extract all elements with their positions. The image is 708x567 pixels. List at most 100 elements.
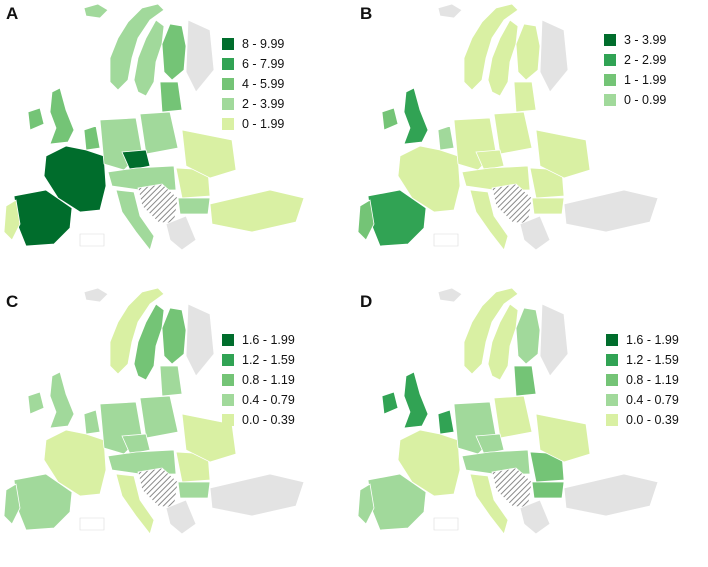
region-iceland: [437, 287, 463, 303]
region-norway: [463, 287, 519, 375]
region-ireland: [381, 107, 399, 131]
region-baltics: [159, 365, 183, 397]
region-ukraine: [535, 129, 591, 179]
legend-swatch: [604, 54, 616, 66]
legend-swatch: [604, 34, 616, 46]
legend-label: 8 - 9.99: [242, 37, 285, 51]
region-greece: [165, 499, 197, 535]
region-czech: [121, 433, 151, 455]
region-russia-ne: [185, 19, 215, 93]
region-iceland: [83, 287, 109, 303]
region-benelux: [437, 409, 455, 435]
region-bulgaria: [531, 481, 565, 499]
legend-label: 1.2 - 1.59: [626, 353, 679, 367]
legend-item: 0.0 - 0.39: [606, 410, 679, 430]
legend-swatch: [606, 354, 618, 366]
region-iberia: [367, 473, 427, 531]
panel-letter: D: [360, 292, 373, 311]
inset-frame: [433, 517, 459, 531]
region-benelux: [83, 409, 101, 435]
region-italy: [115, 189, 155, 251]
region-iberia: [13, 189, 73, 247]
region-baltics: [513, 81, 537, 113]
legend-label: 0.4 - 0.79: [242, 393, 295, 407]
region-greece: [165, 215, 197, 251]
legend-item: 2 - 2.99: [604, 50, 666, 70]
inset-frame: [433, 233, 459, 247]
region-poland: [493, 395, 533, 439]
region-france: [43, 145, 107, 213]
region-iceland: [437, 3, 463, 19]
region-france: [43, 429, 107, 497]
region-uk: [403, 371, 429, 429]
legend-swatch: [222, 414, 234, 426]
legend: 8 - 9.99 6 - 7.99 4 - 5.99 2 - 3.99 0 - 1.99: [222, 34, 284, 134]
legend-swatch: [606, 334, 618, 346]
region-norway: [109, 3, 165, 91]
panel-letter: C: [6, 292, 19, 311]
legend-swatch: [222, 354, 234, 366]
legend-label: 2 - 2.99: [624, 53, 667, 67]
region-portugal: [3, 199, 21, 241]
legend-item: 0 - 0.99: [604, 90, 666, 110]
region-ukraine: [535, 413, 591, 463]
region-czech: [121, 149, 151, 171]
region-finland: [161, 307, 187, 365]
region-finland: [161, 23, 187, 81]
region-ireland: [381, 391, 399, 415]
region-ireland: [27, 107, 45, 131]
legend-item: 2 - 3.99: [222, 94, 284, 114]
legend-swatch: [222, 118, 234, 130]
map-panel-a: A 8 - 9.99 6 - 7.99 4 - 5.99 2 - 3.99 0 - 1.…: [0, 0, 354, 283]
region-austria-hu: [461, 165, 531, 191]
region-poland: [139, 395, 179, 439]
region-austria-hu: [107, 165, 177, 191]
inset-frame: [79, 233, 105, 247]
region-russia-ne: [539, 303, 569, 377]
region-benelux: [83, 125, 101, 151]
legend-swatch: [604, 94, 616, 106]
legend-label: 0.4 - 0.79: [626, 393, 679, 407]
region-russia-ne: [539, 19, 569, 93]
region-baltics: [513, 365, 537, 397]
legend: 3 - 3.99 2 - 2.99 1 - 1.99 0 - 0.99: [604, 30, 666, 110]
legend-label: 1.6 - 1.99: [242, 333, 295, 347]
legend-label: 0.0 - 0.39: [242, 413, 295, 427]
region-italy: [115, 473, 155, 535]
region-austria-hu: [461, 449, 531, 475]
legend-label: 0.8 - 1.19: [242, 373, 295, 387]
region-ukraine: [181, 129, 237, 179]
map-panel-d: D 1.6 - 1.99 1.2 - 1.59 0.8 - 1.19 0.4 - 0.…: [354, 284, 708, 567]
legend-swatch: [222, 334, 234, 346]
legend-swatch: [222, 394, 234, 406]
legend-swatch: [606, 374, 618, 386]
region-greece: [519, 499, 551, 535]
legend-swatch: [222, 38, 234, 50]
region-france: [397, 429, 461, 497]
region-czech: [475, 433, 505, 455]
panel-letter: A: [6, 4, 19, 23]
legend-label: 0.8 - 1.19: [626, 373, 679, 387]
legend-item: 8 - 9.99: [222, 34, 284, 54]
region-portugal: [357, 483, 375, 525]
region-baltics: [159, 81, 183, 113]
region-uk: [403, 87, 429, 145]
legend-swatch: [222, 58, 234, 70]
region-iceland: [83, 3, 109, 19]
legend: 1.6 - 1.99 1.2 - 1.59 0.8 - 1.19 0.4 - 0.79…: [606, 330, 679, 430]
region-portugal: [3, 483, 21, 525]
region-bulgaria: [177, 197, 211, 215]
region-bulgaria: [531, 197, 565, 215]
legend-label: 0.0 - 0.39: [626, 413, 679, 427]
europe-map: [3, 3, 305, 251]
region-bulgaria: [177, 481, 211, 499]
region-greece: [519, 215, 551, 251]
legend-label: 6 - 7.99: [242, 57, 285, 71]
legend-label: 1.6 - 1.99: [626, 333, 679, 347]
legend: 1.6 - 1.99 1.2 - 1.59 0.8 - 1.19 0.4 - 0.79…: [222, 330, 295, 430]
region-portugal: [357, 199, 375, 241]
region-turkey: [209, 473, 305, 517]
region-ireland: [27, 391, 45, 415]
region-norway: [463, 3, 519, 91]
legend-label: 0 - 0.99: [624, 93, 667, 107]
